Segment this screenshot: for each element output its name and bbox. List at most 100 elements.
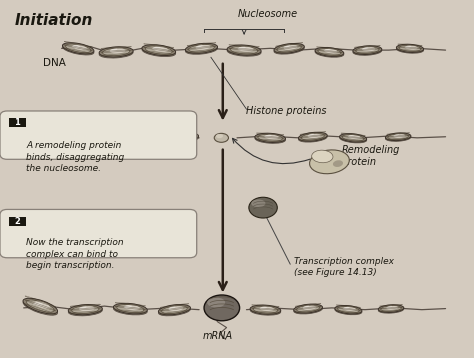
Ellipse shape [33, 129, 67, 143]
Ellipse shape [253, 306, 278, 313]
Ellipse shape [348, 135, 361, 139]
Ellipse shape [362, 47, 368, 50]
Ellipse shape [237, 47, 246, 50]
Ellipse shape [264, 135, 272, 137]
Ellipse shape [68, 305, 102, 315]
Ellipse shape [123, 131, 157, 142]
Ellipse shape [79, 306, 87, 309]
Ellipse shape [297, 305, 319, 312]
Text: 1: 1 [14, 118, 20, 127]
Ellipse shape [238, 47, 254, 52]
Ellipse shape [117, 305, 144, 313]
Ellipse shape [250, 307, 281, 315]
Ellipse shape [79, 306, 95, 311]
Ellipse shape [63, 43, 94, 54]
Ellipse shape [308, 134, 314, 137]
Ellipse shape [78, 135, 112, 144]
Ellipse shape [88, 134, 96, 137]
FancyBboxPatch shape [0, 209, 197, 258]
Ellipse shape [185, 43, 218, 53]
Ellipse shape [153, 47, 168, 52]
Ellipse shape [299, 134, 327, 142]
Ellipse shape [394, 134, 405, 138]
Ellipse shape [63, 44, 94, 55]
Ellipse shape [23, 298, 57, 314]
Ellipse shape [258, 134, 283, 141]
Ellipse shape [315, 49, 344, 57]
Ellipse shape [265, 135, 279, 139]
Ellipse shape [378, 305, 404, 313]
Text: mRNA: mRNA [203, 331, 233, 341]
FancyBboxPatch shape [0, 111, 197, 159]
Ellipse shape [109, 48, 118, 52]
Ellipse shape [405, 45, 418, 49]
Ellipse shape [250, 305, 281, 314]
Ellipse shape [168, 306, 175, 310]
Ellipse shape [23, 300, 57, 315]
Ellipse shape [185, 45, 218, 54]
Ellipse shape [44, 132, 59, 138]
Ellipse shape [189, 44, 214, 52]
Ellipse shape [195, 45, 203, 48]
Text: Histone proteins: Histone proteins [246, 106, 327, 116]
Ellipse shape [34, 301, 50, 309]
Ellipse shape [284, 45, 298, 50]
Ellipse shape [133, 133, 141, 136]
Ellipse shape [339, 135, 367, 143]
Ellipse shape [303, 305, 316, 310]
Ellipse shape [216, 134, 223, 138]
Ellipse shape [99, 47, 133, 57]
Ellipse shape [134, 133, 149, 138]
Ellipse shape [43, 132, 52, 135]
Ellipse shape [158, 305, 191, 315]
Ellipse shape [399, 45, 421, 52]
Ellipse shape [142, 45, 176, 55]
Ellipse shape [385, 133, 411, 141]
Ellipse shape [78, 133, 112, 143]
Ellipse shape [68, 306, 102, 316]
Ellipse shape [342, 135, 364, 141]
Ellipse shape [33, 303, 42, 305]
Ellipse shape [125, 305, 140, 310]
Ellipse shape [73, 45, 87, 50]
Ellipse shape [405, 45, 411, 48]
Ellipse shape [102, 48, 130, 56]
Ellipse shape [72, 306, 99, 314]
Ellipse shape [260, 306, 274, 311]
Ellipse shape [353, 48, 382, 55]
Text: DNA: DNA [43, 58, 65, 68]
Ellipse shape [126, 133, 154, 141]
Ellipse shape [333, 160, 343, 167]
Ellipse shape [152, 47, 160, 49]
Ellipse shape [166, 135, 199, 144]
Ellipse shape [343, 307, 350, 309]
Ellipse shape [283, 45, 290, 48]
Ellipse shape [255, 135, 285, 143]
Ellipse shape [170, 134, 195, 142]
Ellipse shape [255, 133, 285, 142]
Ellipse shape [177, 134, 191, 139]
Ellipse shape [158, 306, 191, 316]
Ellipse shape [166, 133, 199, 143]
Ellipse shape [113, 303, 147, 314]
Ellipse shape [124, 305, 132, 308]
Ellipse shape [274, 43, 304, 53]
Ellipse shape [230, 46, 258, 54]
Ellipse shape [162, 306, 187, 314]
Ellipse shape [303, 305, 309, 309]
Ellipse shape [89, 134, 104, 139]
Ellipse shape [204, 295, 240, 321]
Ellipse shape [274, 45, 304, 54]
Text: Remodeling
protein: Remodeling protein [341, 145, 400, 167]
Ellipse shape [99, 49, 133, 58]
Ellipse shape [65, 44, 91, 53]
Ellipse shape [142, 47, 176, 57]
Text: Nucleosome: Nucleosome [238, 9, 298, 19]
FancyBboxPatch shape [9, 118, 26, 127]
Ellipse shape [393, 134, 399, 137]
Text: Transcription complex
(see Figure 14.13): Transcription complex (see Figure 14.13) [294, 257, 394, 277]
Ellipse shape [324, 49, 337, 53]
Ellipse shape [335, 305, 362, 314]
Ellipse shape [388, 134, 409, 140]
Ellipse shape [385, 134, 411, 141]
